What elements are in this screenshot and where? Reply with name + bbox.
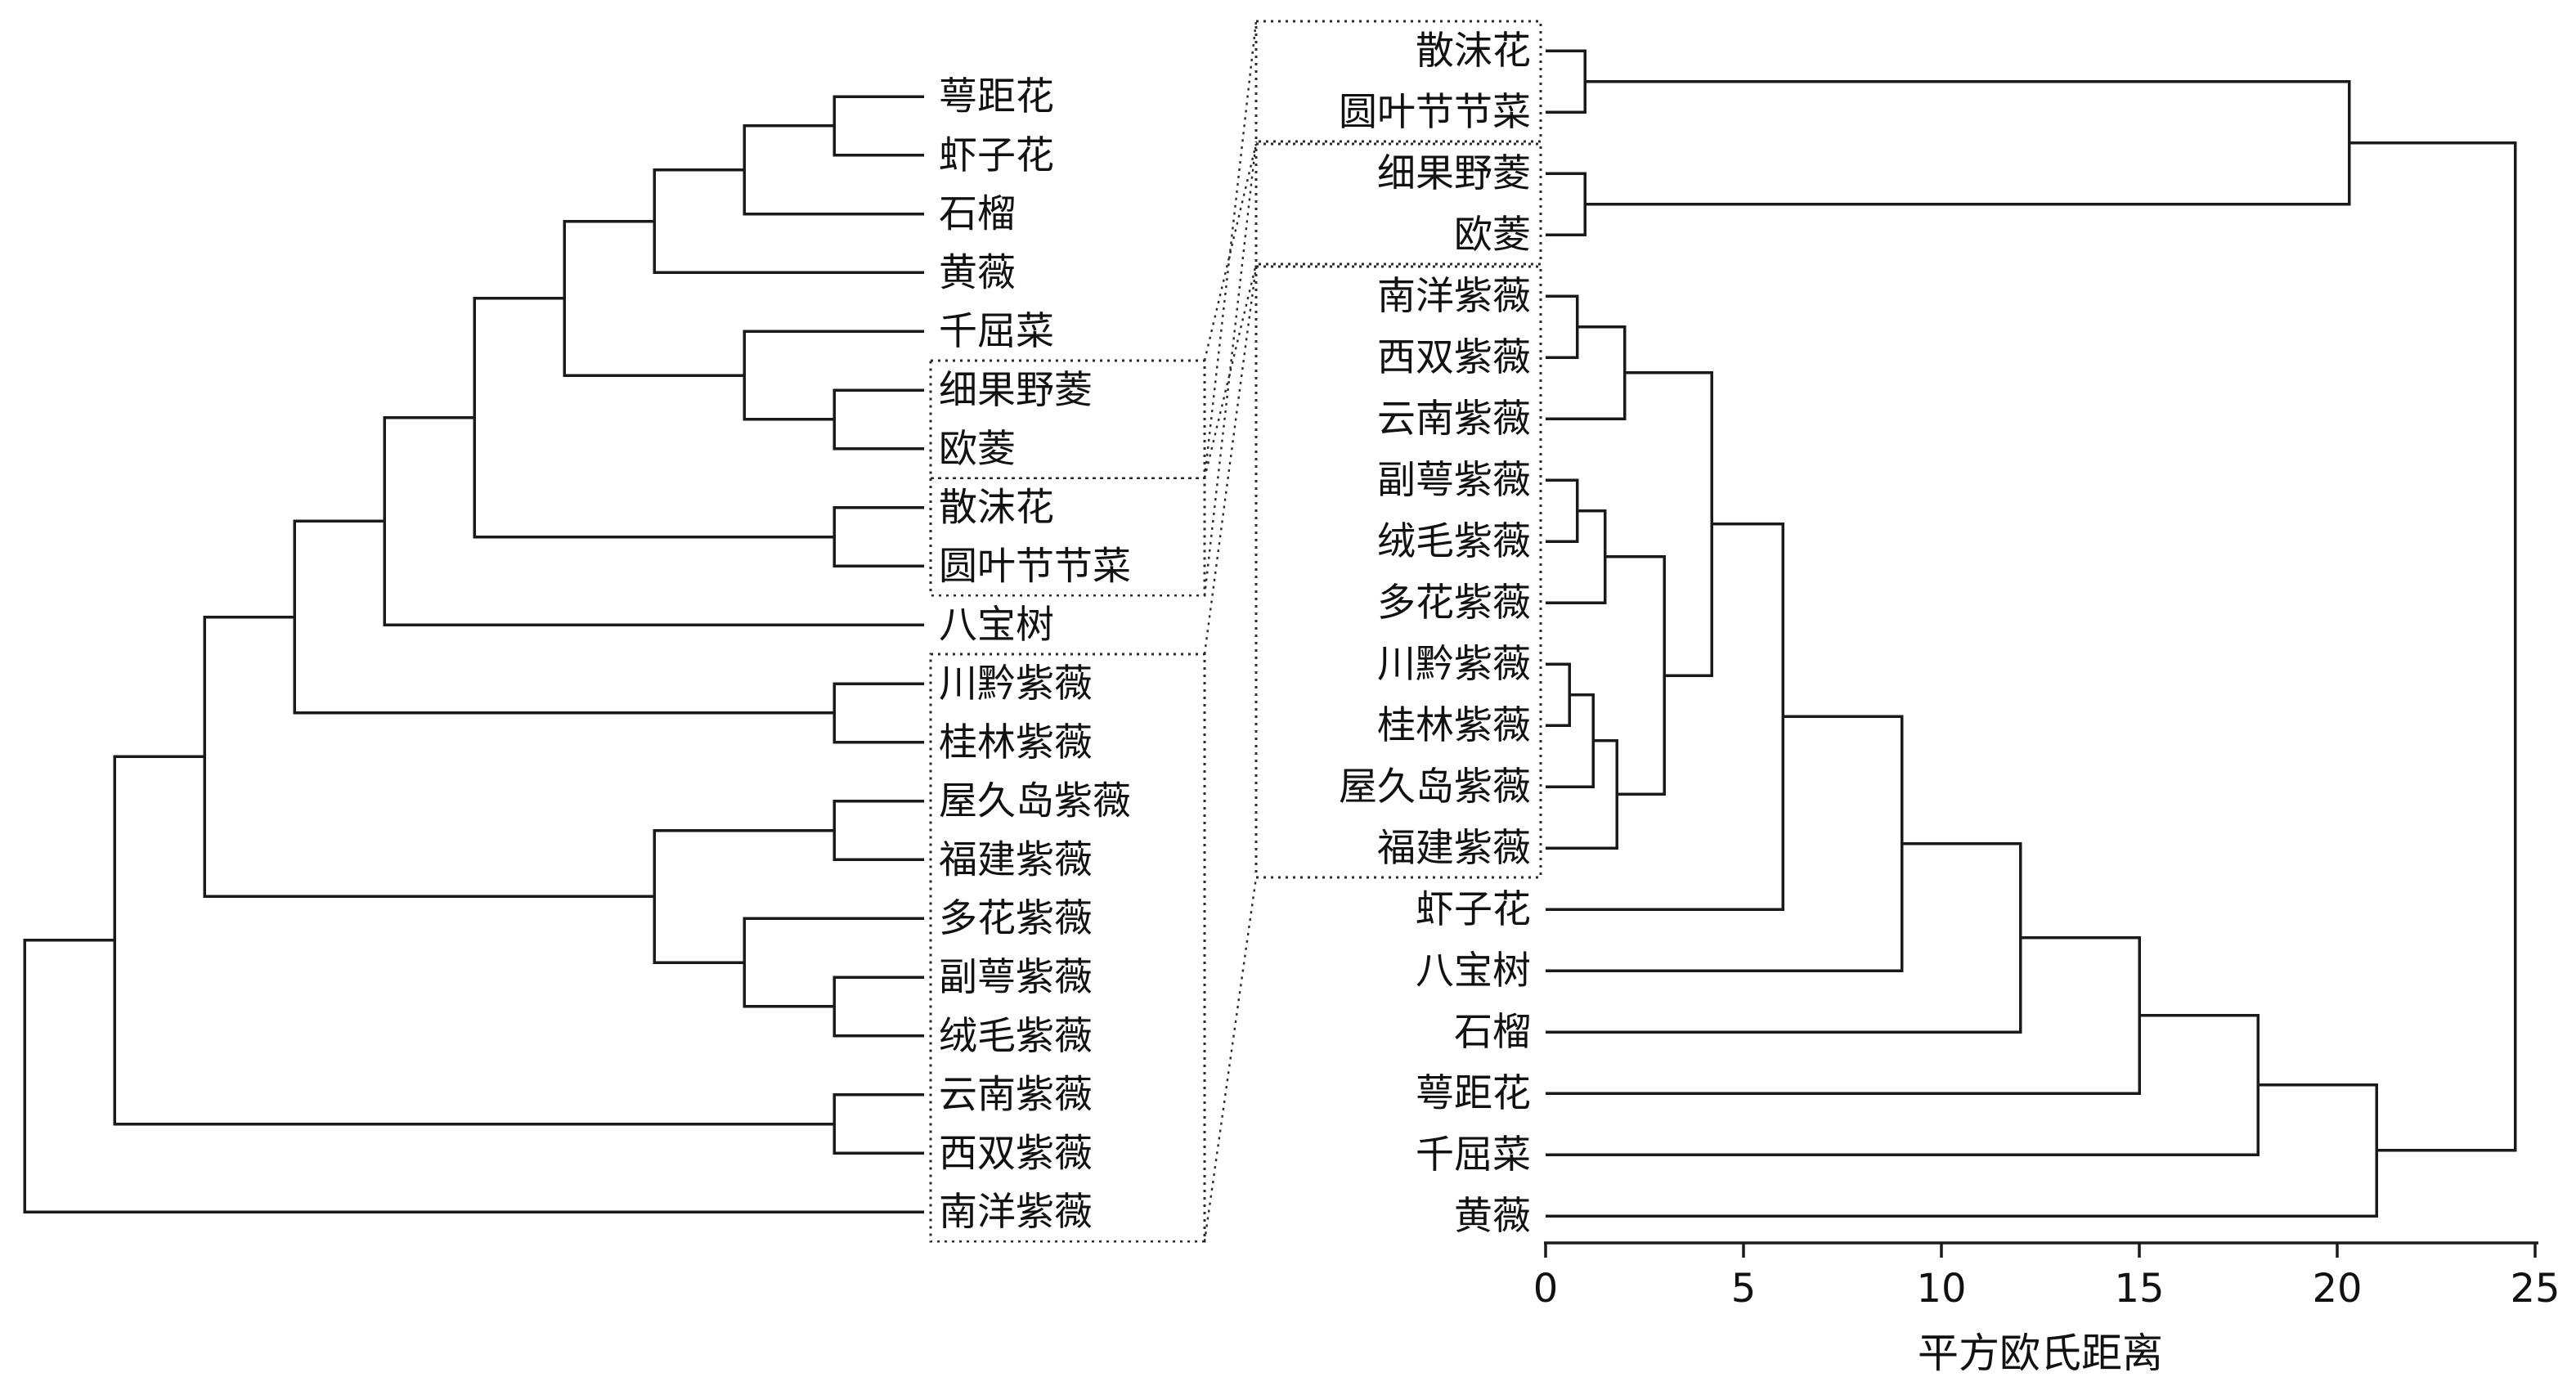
leaf-label: 副萼紫薇 (1377, 458, 1531, 503)
leaf-label: 萼距花 (1416, 1071, 1531, 1116)
left-dendrogram (23, 95, 924, 1213)
highlight-box (1254, 20, 1542, 143)
tree-branch (1546, 478, 1579, 543)
leaf-label: 南洋紫薇 (1377, 274, 1531, 319)
leaf-labels: 萼距花虾子花石榴黄薇千屈菜细果野菱欧菱散沫花圆叶节节菜八宝树川黔紫薇桂林紫薇屋久… (939, 29, 1531, 1239)
leaf-label: 虾子花 (1416, 887, 1531, 932)
tree-branch (1585, 79, 2351, 206)
axis-tick-label: 20 (2312, 1266, 2362, 1312)
tree-branch (203, 615, 654, 899)
tree-branch (1546, 172, 1587, 236)
tree-branch (832, 505, 924, 568)
axis-title: 平方欧氏距离 (1918, 1330, 2163, 1377)
leaf-label: 黄薇 (1454, 1194, 1531, 1239)
highlight-box (929, 477, 1206, 597)
leaf-label: 圆叶节节菜 (1339, 90, 1531, 135)
axis-tick-label: 25 (2510, 1266, 2560, 1312)
leaf-label: 福建紫薇 (1377, 826, 1531, 871)
tree-branch (832, 1092, 924, 1155)
tree-branch (1604, 555, 1666, 796)
connector-line (1203, 266, 1258, 655)
leaf-label: 黄薇 (939, 250, 1016, 295)
tree-branch (1546, 509, 1607, 604)
leaf-label: 萼距花 (939, 74, 1054, 119)
tree-branch (1546, 1083, 2379, 1218)
leaf-label: 散沫花 (1416, 29, 1531, 74)
highlight-box (1254, 265, 1542, 879)
highlight-boxes (929, 20, 1542, 1243)
leaf-label: 八宝树 (939, 603, 1054, 648)
highlight-box (929, 653, 1206, 1243)
tree-branch (473, 297, 834, 539)
axis-tick-label: 5 (1731, 1266, 1757, 1312)
distance-axis: 0 5 10 15 20 25 (1533, 1241, 2560, 1312)
leaf-label: 欧菱 (939, 427, 1016, 472)
tree-branch (2349, 141, 2517, 1152)
tree-branch (1546, 936, 2141, 1095)
leaf-label: 南洋紫薇 (939, 1190, 1093, 1235)
tree-branch (832, 95, 924, 157)
leaf-label: 桂林紫薇 (1377, 703, 1531, 748)
leaf-label: 虾子花 (939, 133, 1054, 178)
tree-branch (832, 682, 924, 744)
tree-branch (1546, 662, 1571, 727)
tree-branch (653, 168, 924, 275)
leaf-label: 副萼紫薇 (939, 955, 1093, 1000)
tree-branch (1546, 739, 1618, 850)
tree-branch (1624, 371, 1714, 677)
tree-branch (832, 976, 924, 1038)
tree-branch (1546, 1014, 2260, 1156)
leaf-label: 细果野菱 (1377, 151, 1531, 196)
leaf-label: 石榴 (1454, 1010, 1531, 1055)
leaf-label: 多花紫薇 (1377, 581, 1531, 626)
leaf-label: 桂林紫薇 (939, 720, 1093, 765)
tree-branch (1546, 325, 1627, 420)
tree-branch (23, 939, 924, 1213)
connector-line (1203, 263, 1258, 479)
axis-tick-label: 10 (1916, 1266, 1966, 1312)
leaf-label: 云南紫薇 (939, 1073, 1093, 1118)
leaf-label: 屋久岛紫薇 (939, 779, 1131, 824)
leaf-label: 石榴 (939, 192, 1016, 237)
leaf-label: 西双紫薇 (1377, 335, 1531, 380)
highlight-box (1254, 142, 1542, 266)
leaf-label: 川黔紫薇 (939, 662, 1093, 706)
tree-branch (832, 799, 924, 862)
leaf-label: 云南紫薇 (1377, 397, 1531, 442)
connector-line (1203, 20, 1258, 478)
leaf-label: 福建紫薇 (939, 837, 1093, 882)
leaf-label: 散沫花 (939, 486, 1054, 531)
connector-line (1203, 877, 1258, 1242)
leaf-label: 多花紫薇 (939, 896, 1093, 941)
tree-branch (832, 388, 924, 451)
tree-branch (1546, 715, 1904, 972)
leaf-label: 八宝树 (1416, 949, 1531, 994)
connector-lines (1203, 20, 1258, 1242)
leaf-label: 川黔紫薇 (1377, 642, 1531, 687)
leaf-label: 千屈菜 (1416, 1133, 1531, 1177)
leaf-label: 屋久岛紫薇 (1339, 765, 1531, 810)
tree-branch (1546, 49, 1587, 114)
leaf-label: 圆叶节节菜 (939, 544, 1131, 589)
leaf-label: 欧菱 (1454, 213, 1531, 258)
connector-line (1203, 143, 1258, 361)
leaf-label: 西双紫薇 (939, 1131, 1093, 1176)
axis-tick-label: 0 (1533, 1266, 1559, 1312)
tree-branch (1546, 294, 1579, 359)
leaf-label: 细果野菱 (939, 368, 1093, 413)
leaf-label: 绒毛紫薇 (939, 1014, 1093, 1059)
tree-branch (113, 755, 834, 1126)
leaf-label: 绒毛紫薇 (1377, 519, 1531, 564)
highlight-box (929, 359, 1206, 480)
right-dendrogram (1546, 49, 2517, 1218)
leaf-label: 千屈菜 (939, 309, 1054, 354)
axis-tick-label: 15 (2114, 1266, 2164, 1312)
tree-branch (293, 519, 834, 715)
